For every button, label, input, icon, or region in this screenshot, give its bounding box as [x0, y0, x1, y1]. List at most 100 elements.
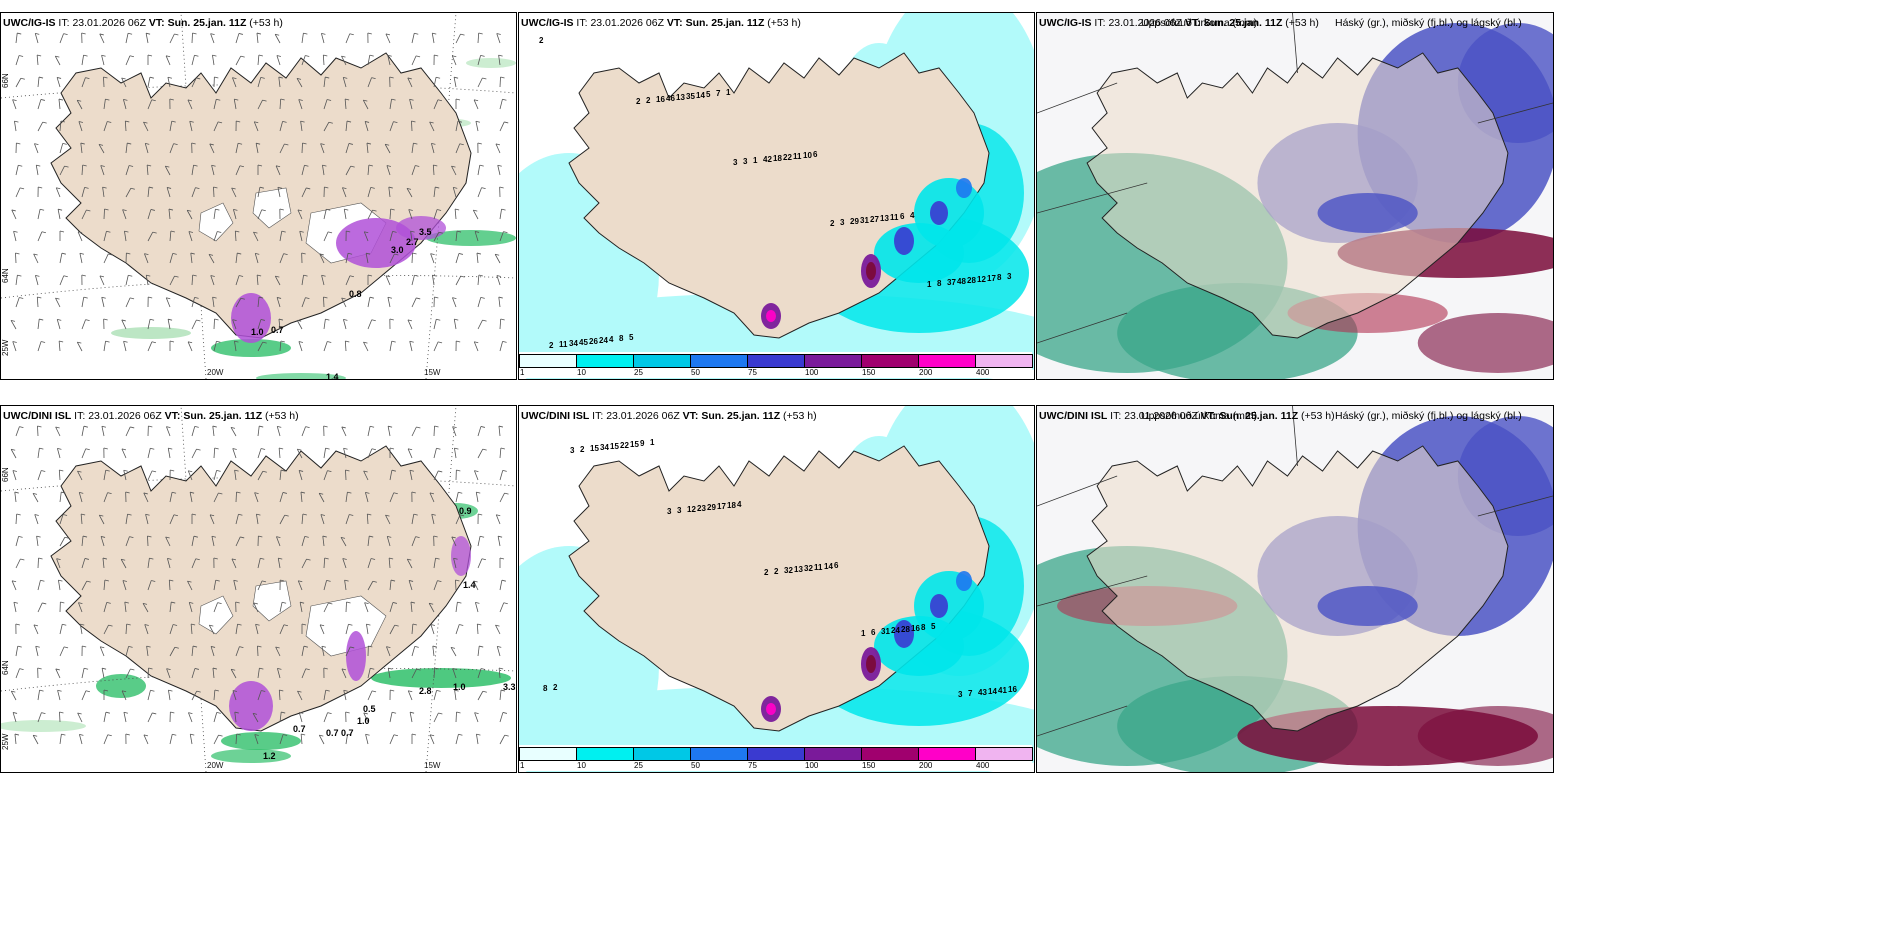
precip-value-label: 2 — [774, 567, 779, 576]
panel-wind-igis: 0.7 1.0 0.8 2.7 3.5 3.0 1.4 — [0, 12, 517, 380]
glacier-hofsjokull — [252, 580, 292, 622]
colorbar-swatch — [975, 747, 1033, 761]
map-canvas: 2232122338111612937344642314845131827282… — [519, 13, 1034, 379]
colorbar-tick: 400 — [976, 761, 990, 770]
precip-value-label: 3 — [570, 446, 575, 455]
precip-value-label: 9 — [640, 439, 645, 448]
init-time: 23.01.2026 06Z — [606, 410, 680, 422]
wind-speed-label: 0.5 — [363, 704, 376, 714]
it-label: IT: — [1110, 410, 1122, 422]
colorbar-tick: 200 — [919, 368, 933, 377]
precip-cell — [229, 681, 273, 731]
lead-time: (+53 h) — [1285, 17, 1319, 29]
precip-value-label: 2 — [539, 36, 544, 45]
init-time: 23.01.2026 06Z — [590, 17, 664, 29]
panel-header: UWC/IG-IS IT: 23.01.2026 06Z VT: Sun. 25… — [1039, 17, 1319, 29]
model-name: UWC/DINI ISL — [3, 410, 72, 422]
lat-label-66n: 66N — [1, 467, 10, 482]
precip-value-label: 4 — [737, 500, 742, 509]
colorbar-swatch — [975, 354, 1033, 368]
wind-speed-label: 1.4 — [326, 372, 339, 379]
model-name: UWC/IG-IS — [3, 17, 56, 29]
colorbar-tick: 10 — [577, 761, 586, 770]
precip-value-label: 7 — [968, 689, 973, 698]
wind-speed-label: 2.8 — [419, 686, 432, 696]
precip-value-label: 15 — [630, 440, 639, 449]
glacier-langjokull — [198, 202, 234, 242]
precip-value-label: 15 — [610, 442, 619, 451]
wind-speed-label: 2.7 — [406, 237, 419, 247]
precip-value-label: 6 — [834, 561, 839, 570]
precip-value-label: 1 — [726, 88, 731, 97]
colorbar-swatch — [633, 354, 691, 368]
colorbar-swatch — [861, 354, 919, 368]
map-canvas — [1037, 406, 1553, 772]
it-label: IT: — [592, 410, 604, 422]
precip-value-label: 3 — [677, 506, 682, 515]
iceland-landmass — [1086, 445, 1509, 732]
precip-band — [96, 674, 146, 698]
panel-cloud-dini — [1036, 405, 1554, 773]
precip-value-label: 6 — [813, 150, 818, 159]
precip-core — [766, 703, 776, 715]
precip-cell — [396, 216, 446, 240]
precip-value-label: 14 — [824, 562, 833, 571]
valid-time: Sun. 25.jan. 11Z — [1219, 410, 1299, 422]
panel-precip-igis: 2 2 3 2 1 2 2 3 3 8 11 16 1 29 37 34 46 42 31 48 45 13 18 27 28 2… — [518, 12, 1035, 380]
valid-time: Sun. 25.jan. 11Z — [701, 410, 781, 422]
precip-cell — [336, 218, 416, 268]
precip-value-label: 22 — [783, 153, 792, 162]
panel-title: Uppsöfnuð úrkoma (mm) — [1141, 17, 1258, 29]
glacier-hofsjokull — [252, 187, 292, 229]
wind-speed-label: 0.7 — [341, 728, 354, 738]
precip-core — [866, 655, 876, 673]
precip-value-label: 27 — [870, 215, 879, 224]
precip-band — [466, 58, 516, 68]
colorbar-swatch — [576, 747, 634, 761]
colorbar-swatch — [633, 747, 691, 761]
wind-barbs — [10, 425, 509, 745]
precip-value-label: 32 — [784, 566, 793, 575]
precip-value-label: 2 — [830, 219, 835, 228]
map-canvas — [1037, 13, 1553, 379]
vt-label: VT: — [1184, 17, 1201, 29]
high-cloud-area — [1417, 706, 1553, 766]
precip-value-label: 2 — [553, 683, 558, 692]
precip-value-label: 3 — [1007, 272, 1012, 281]
wind-speed-label: 3.3 — [503, 682, 516, 692]
colorbar-tick: 75 — [748, 368, 757, 377]
valid-time: Sun. 25.jan. 11Z — [183, 410, 263, 422]
it-label: IT: — [74, 410, 86, 422]
precip-value-label: 22 — [620, 441, 629, 450]
precip-band — [221, 732, 301, 750]
wind-speed-label: 1.0 — [251, 327, 264, 337]
precip-value-label: 29 — [707, 503, 716, 512]
colorbar-tick: 400 — [976, 368, 990, 377]
precip-value-label: 48 — [957, 277, 966, 286]
precip-value-label: 43 — [978, 688, 987, 697]
map-canvas: 0.7 1.0 0.8 2.73.5 3.0 1.4 — [1, 13, 516, 379]
precip-value-label: 23 — [697, 504, 706, 513]
precip-band — [371, 668, 511, 688]
wind-speed-label: 0.7 — [293, 724, 306, 734]
precip-value-label: 2 — [580, 445, 585, 454]
colorbar-swatch — [804, 747, 862, 761]
colorbar-tick: 50 — [691, 761, 700, 770]
wind-speed-label: 0.9 — [459, 506, 472, 516]
panel-wind-dini: 0.9 1.4 0.7 0.5 1.0 0.7 0.7 1.2 2.8 1.0 3.3 — [0, 405, 517, 773]
colorbar-tick: 25 — [634, 368, 643, 377]
precip-core — [956, 571, 972, 591]
high-cloud-area — [1417, 313, 1553, 373]
precip-colorbar: 1 10 25 50 75 100 150 200 400 — [519, 352, 1033, 378]
precip-value-label: 1 — [861, 629, 866, 638]
precip-core — [930, 594, 948, 618]
valid-time: Sun. 25.jan. 11Z — [167, 17, 247, 29]
precip-value-label: 11 — [814, 563, 823, 572]
panel-header: UWC/DINI ISL IT: 23.01.2026 06Z VT: Sun.… — [521, 410, 817, 422]
precip-value-label: 18 — [727, 501, 736, 510]
precip-value-label: 8 — [937, 279, 942, 288]
wind-speed-label: 0.7 — [271, 325, 284, 335]
wind-speed-label: 3.0 — [391, 245, 404, 255]
init-time: 23.01.2026 06Z — [1124, 410, 1198, 422]
precip-value-label: 6 — [900, 212, 905, 221]
